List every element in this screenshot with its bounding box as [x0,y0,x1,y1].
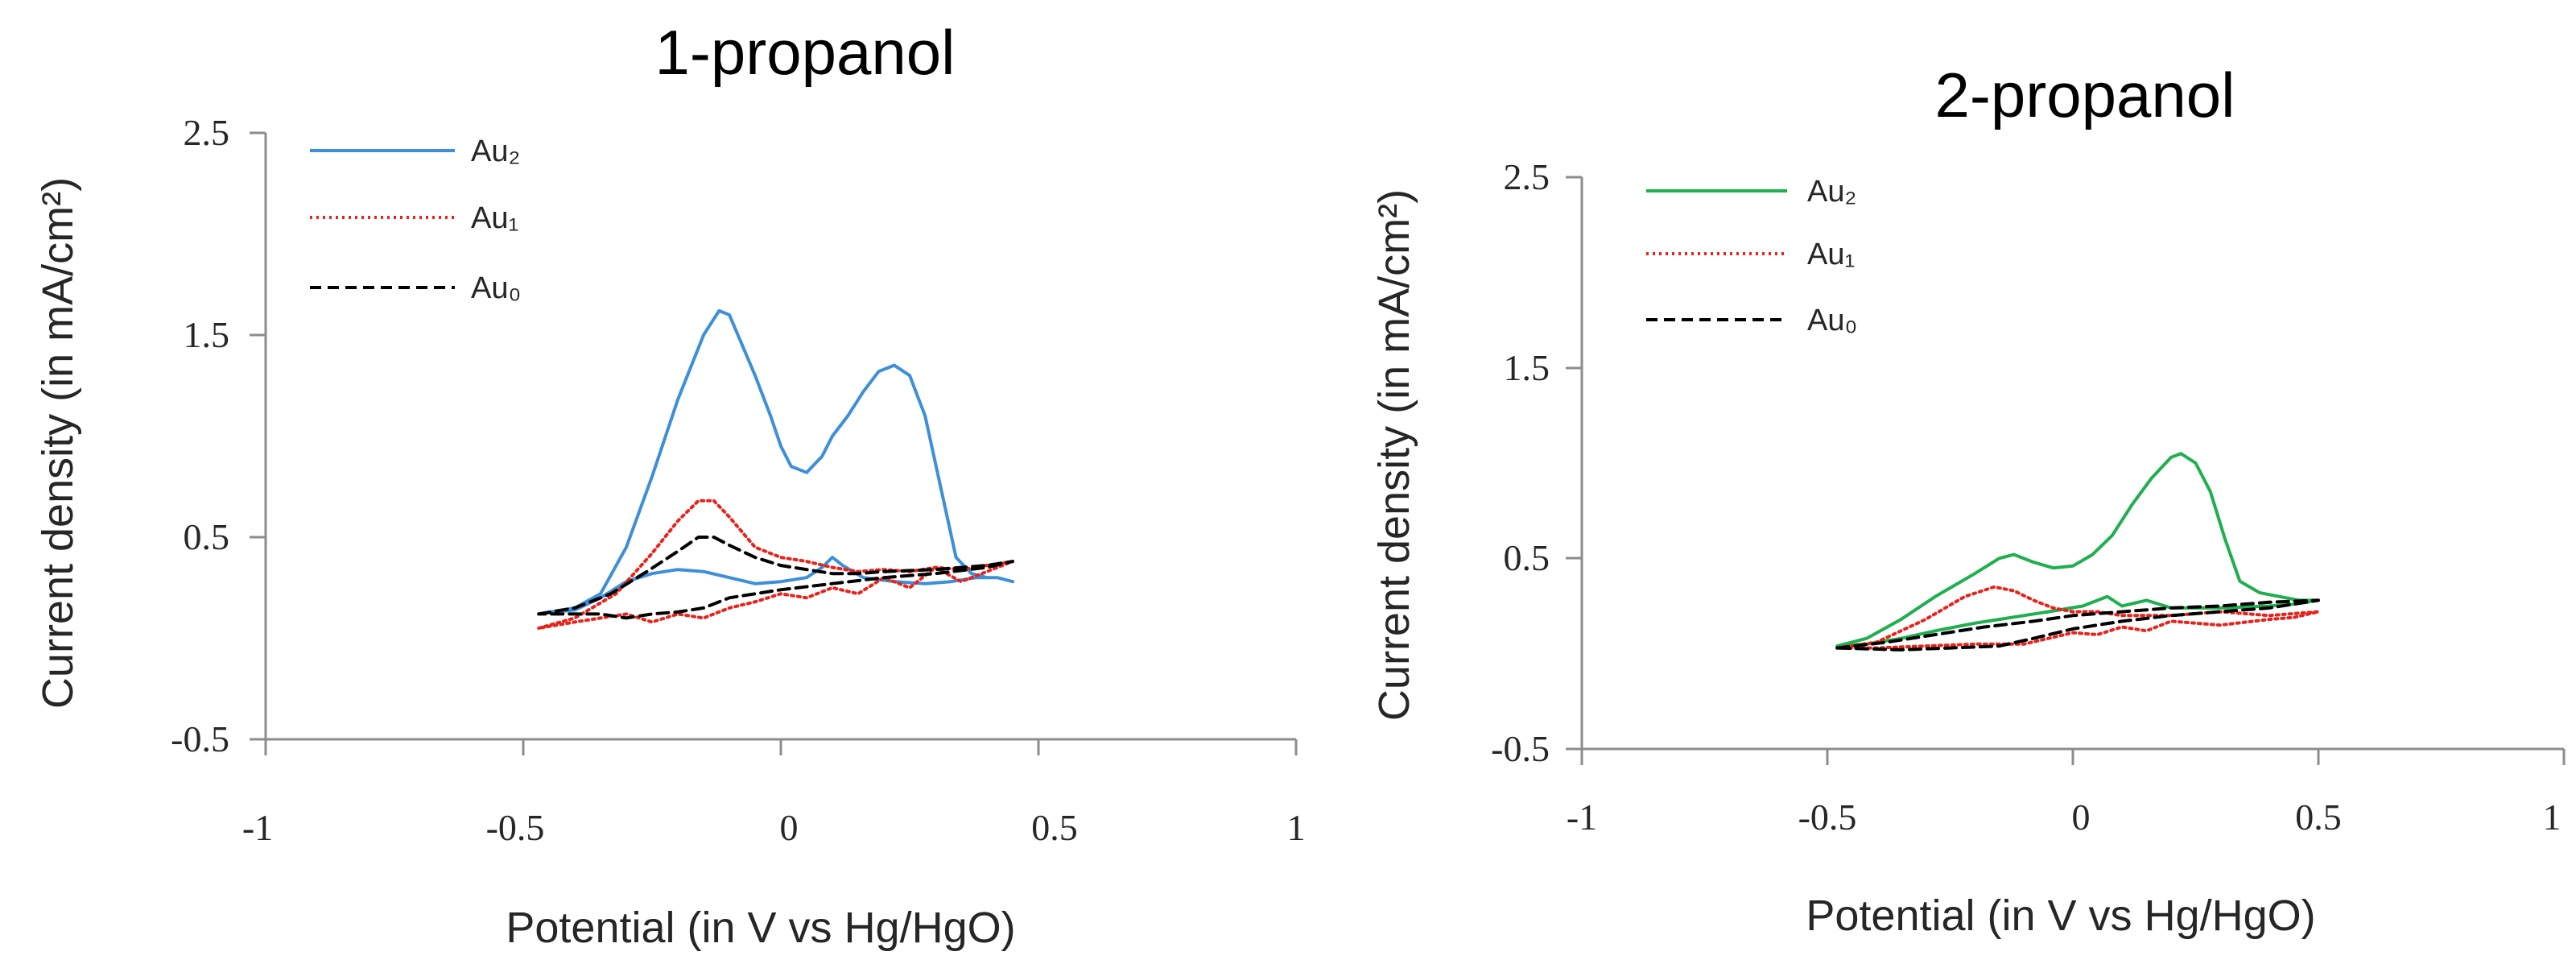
y-axis-label: Current density (in mA/cm²) [1370,189,1418,721]
y-tick-label: 0.5 [1504,537,1550,578]
chart-title: 1-propanol [655,17,956,88]
chart-2-propanol: 2-propanol 2.5 1.5 0.5 -0.5 -1 -0.5 0 0.… [1370,60,2566,940]
x-axis: -1 -0.5 0 0.5 1 [1567,747,2566,838]
y-axis: 2.5 1.5 0.5 -0.5 [1491,156,1583,769]
legend-label: Au₂ [471,134,520,168]
x-tick-label: 1 [2543,796,2562,838]
y-tick-label: 2.5 [1504,156,1550,197]
x-tick-label: 0.5 [1031,807,1078,848]
chart-1-propanol: 1-propanol 2.5 1.5 0.5 -0.5 -1 -0.5 0 0.… [34,17,1306,952]
legend-label: Au₂ [1807,175,1856,209]
x-tick-label: -0.5 [1798,796,1857,838]
series-line [537,499,1014,630]
y-tick-label: 1.5 [184,314,230,355]
legend-label: Au₁ [471,201,518,235]
legend-label: Au₀ [1807,304,1857,337]
x-tick-label: -0.5 [486,807,545,848]
chart-title: 2-propanol [1935,60,2235,130]
y-tick-label: 2.5 [184,112,230,153]
legend-label: Au₁ [1807,238,1855,271]
y-tick-label: 0.5 [184,516,230,557]
y-tick-label: -0.5 [171,718,229,759]
series-line [1835,452,2320,648]
plot-area [537,308,1014,630]
y-axis: 2.5 1.5 0.5 -0.5 [171,112,267,759]
x-axis-label: Potential (in V vs Hg/HgO) [1806,892,2315,940]
x-tick-label: -1 [1567,796,1597,838]
series-line [537,308,1014,616]
plot-area [1835,452,2320,652]
x-tick-label: 0 [2072,796,2091,838]
legend: Au₂ Au₁ Au₀ [310,134,521,305]
x-tick-label: 0 [780,807,799,848]
x-tick-label: -1 [242,807,273,848]
y-axis-label: Current density (in mA/cm²) [34,177,82,709]
legend-label: Au₀ [471,271,521,305]
series-line [1835,585,2320,650]
y-tick-label: 1.5 [1504,347,1550,388]
x-axis: -1 -0.5 0 0.5 1 [242,738,1306,848]
series-line [1835,598,2320,652]
x-tick-label: 0.5 [2295,796,2342,838]
y-tick-label: -0.5 [1491,728,1550,769]
x-tick-label: 1 [1287,807,1306,848]
series-line [537,536,1014,620]
legend: Au₂ Au₁ Au₀ [1646,175,1857,337]
x-axis-label: Potential (in V vs Hg/HgO) [506,904,1015,952]
